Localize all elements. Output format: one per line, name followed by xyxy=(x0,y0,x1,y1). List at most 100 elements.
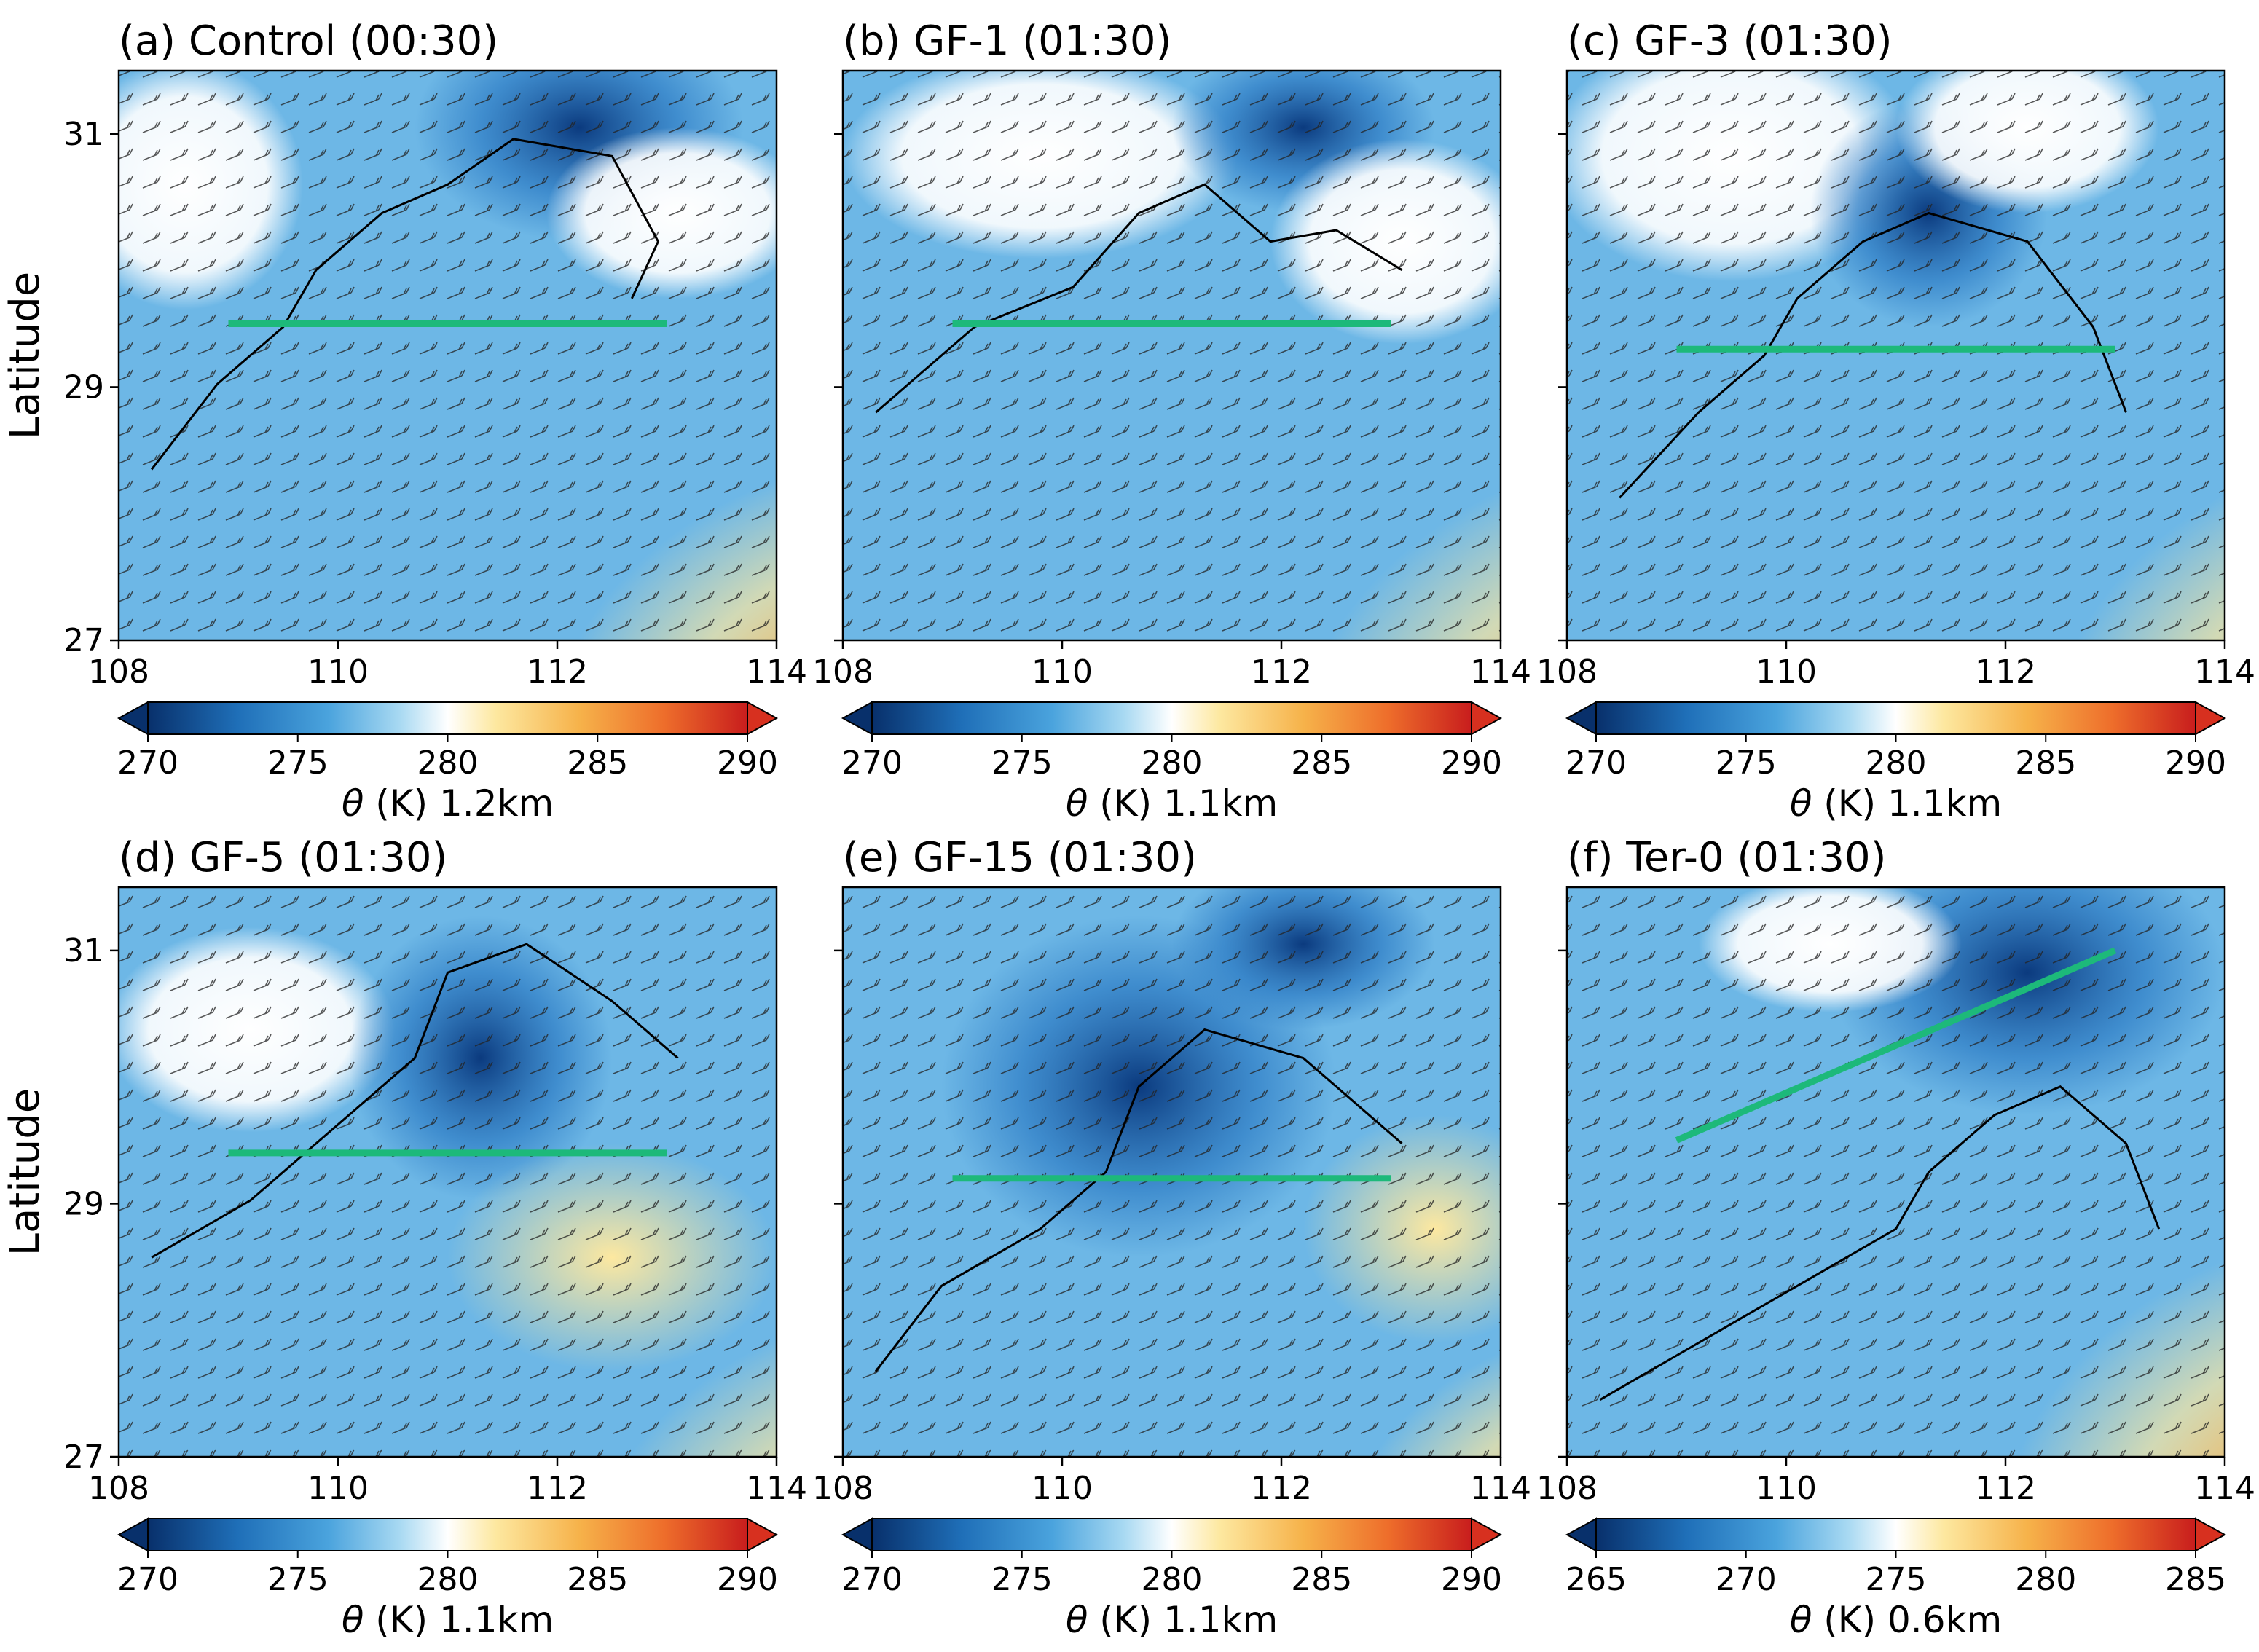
terrain-contour xyxy=(151,943,679,1259)
colorbar-tick-label: 285 xyxy=(2015,744,2076,782)
colorbar-tick-label: 290 xyxy=(717,1561,778,1598)
colorbar: 265 270 275 280 285 θ (K) 0.6km xyxy=(1565,1517,2227,1641)
y-tick-label: 27 xyxy=(63,1439,104,1476)
colorbar-tick-label: 290 xyxy=(2165,744,2226,782)
theta-field xyxy=(119,887,777,1457)
x-tick-label: 114 xyxy=(2194,653,2255,691)
colorbar-max-arrow xyxy=(2195,701,2227,736)
wind-barbs xyxy=(119,887,777,1457)
colorbar-max-arrow xyxy=(2195,1517,2227,1552)
x-tick-label: 110 xyxy=(1756,653,1817,691)
x-tick-label: 108 xyxy=(88,653,149,691)
plot-frame xyxy=(1565,886,2226,1458)
x-tick-label: 110 xyxy=(307,653,369,691)
colorbar-tick-label: 285 xyxy=(567,1561,628,1598)
x-tick-label: 108 xyxy=(812,1470,873,1507)
colorbar-tick-label: 275 xyxy=(1866,1561,1927,1598)
terrain-contour xyxy=(1599,1085,2161,1401)
colorbar-tick-label: 270 xyxy=(117,744,178,782)
wind-barbs xyxy=(1567,887,2225,1457)
panel-title: (c) GF-3 (01:30) xyxy=(1567,17,1893,65)
colorbar-tick-label: 270 xyxy=(841,1561,903,1598)
colorbar-min-arrow xyxy=(1565,701,1597,736)
x-tick-label: 110 xyxy=(1032,1470,1093,1507)
x-tick-label: 108 xyxy=(88,1470,149,1507)
y-tick-label: 31 xyxy=(63,932,104,969)
colorbar-min-arrow xyxy=(117,1517,149,1552)
x-tick-label: 114 xyxy=(2194,1470,2255,1507)
x-tick-label: 114 xyxy=(1470,653,1531,691)
colorbar-label: θ (K) 1.1km xyxy=(342,1599,554,1641)
x-tick-label: 112 xyxy=(1975,1470,2036,1507)
colorbar-label: θ (K) 1.1km xyxy=(1790,782,2002,825)
colorbar-tick-label: 285 xyxy=(567,744,628,782)
colorbar-tick-label: 275 xyxy=(267,1561,329,1598)
panel-5: (e) GF-15 (01:30) 108 110 112 114 270 275 280 28… xyxy=(812,834,1531,1641)
colorbar-tick-label: 265 xyxy=(1565,1561,1627,1598)
colorbar-tick-label: 280 xyxy=(1142,1561,1203,1598)
y-axis-label: Latitude xyxy=(1,272,49,439)
colorbar-max-arrow xyxy=(1471,1517,1503,1552)
colorbar-tick-label: 285 xyxy=(1291,1561,1352,1598)
colorbar-tick-label: 280 xyxy=(1866,744,1927,782)
colorbar: 270 275 280 285 290 θ (K) 1.1km xyxy=(841,1517,1503,1641)
colorbar: 270 275 280 285 290 θ (K) 1.1km xyxy=(117,1517,779,1641)
x-tick-label: 112 xyxy=(1975,653,2036,691)
theta-field xyxy=(843,71,1501,640)
wind-barbs xyxy=(843,71,1501,640)
colorbar-tick-label: 285 xyxy=(1291,744,1352,782)
colorbar: 270 275 280 285 290 θ (K) 1.2km xyxy=(117,701,779,825)
x-tick-label: 112 xyxy=(527,1470,588,1507)
x-tick-label: 114 xyxy=(746,653,807,691)
panel-title: (f) Ter-0 (01:30) xyxy=(1567,834,1887,881)
colorbar-label: θ (K) 1.1km xyxy=(1066,1599,1278,1641)
colorbar-tick-label: 270 xyxy=(841,744,903,782)
panel-2: (b) GF-1 (01:30) 108 110 112 114 270 275 280 285… xyxy=(812,17,1531,825)
wind-barbs xyxy=(843,887,1501,1457)
panel-title: (d) GF-5 (01:30) xyxy=(119,834,447,881)
panel-1: (a) Control (00:30) 108 110 112 114 27 29 31 Lat… xyxy=(1,17,807,825)
y-tick-label: 31 xyxy=(63,116,104,153)
colorbar: 270 275 280 285 290 θ (K) 1.1km xyxy=(841,701,1503,825)
x-tick-label: 112 xyxy=(1251,1470,1312,1507)
panel-4: (d) GF-5 (01:30) 108 110 112 114 27 29 31 Latitu… xyxy=(1,834,807,1641)
colorbar-tick-label: 275 xyxy=(1716,744,1777,782)
terrain-contour xyxy=(150,138,660,471)
x-tick-label: 114 xyxy=(746,1470,807,1507)
x-tick-label: 110 xyxy=(1032,653,1093,691)
colorbar-tick-label: 285 xyxy=(2165,1561,2226,1598)
theta-field xyxy=(119,71,777,640)
colorbar-min-arrow xyxy=(1565,1517,1597,1552)
plot-frame xyxy=(841,69,1502,642)
colorbar-tick-label: 280 xyxy=(417,744,479,782)
x-tick-label: 114 xyxy=(1470,1470,1531,1507)
terrain-contour xyxy=(874,1028,1403,1372)
colorbar-tick-label: 275 xyxy=(991,1561,1053,1598)
colorbar-tick-label: 290 xyxy=(1441,744,1502,782)
colorbar-tick-label: 280 xyxy=(417,1561,479,1598)
panel-title: (e) GF-15 (01:30) xyxy=(843,834,1197,881)
y-tick-label: 29 xyxy=(63,369,104,406)
colorbar: 270 275 280 285 290 θ (K) 1.1km xyxy=(1565,701,2227,825)
panel-3: (c) GF-3 (01:30) 108 110 112 114 270 275 280 285… xyxy=(1536,17,2255,825)
colorbar-min-arrow xyxy=(117,701,149,736)
x-tick-label: 108 xyxy=(1536,653,1598,691)
colorbar-max-arrow xyxy=(747,701,779,736)
wind-barbs xyxy=(1567,71,2225,640)
colorbar-min-arrow xyxy=(841,701,873,736)
y-tick-label: 27 xyxy=(63,622,104,659)
colorbar-tick-label: 280 xyxy=(1142,744,1203,782)
colorbar-tick-label: 270 xyxy=(1565,744,1627,782)
x-tick-label: 108 xyxy=(812,653,873,691)
colorbar-min-arrow xyxy=(841,1517,873,1552)
plot-frame xyxy=(841,886,1502,1458)
panel-6: (f) Ter-0 (01:30) 108 110 112 114 265 270 275 28… xyxy=(1536,834,2255,1641)
theta-field xyxy=(843,887,1501,1457)
y-axis-label: Latitude xyxy=(1,1088,49,1256)
colorbar-tick-label: 275 xyxy=(267,744,329,782)
colorbar-tick-label: 280 xyxy=(2015,1561,2076,1598)
x-tick-label: 112 xyxy=(527,653,588,691)
colorbar-tick-label: 290 xyxy=(1441,1561,1502,1598)
panel-title: (a) Control (00:30) xyxy=(119,17,498,65)
